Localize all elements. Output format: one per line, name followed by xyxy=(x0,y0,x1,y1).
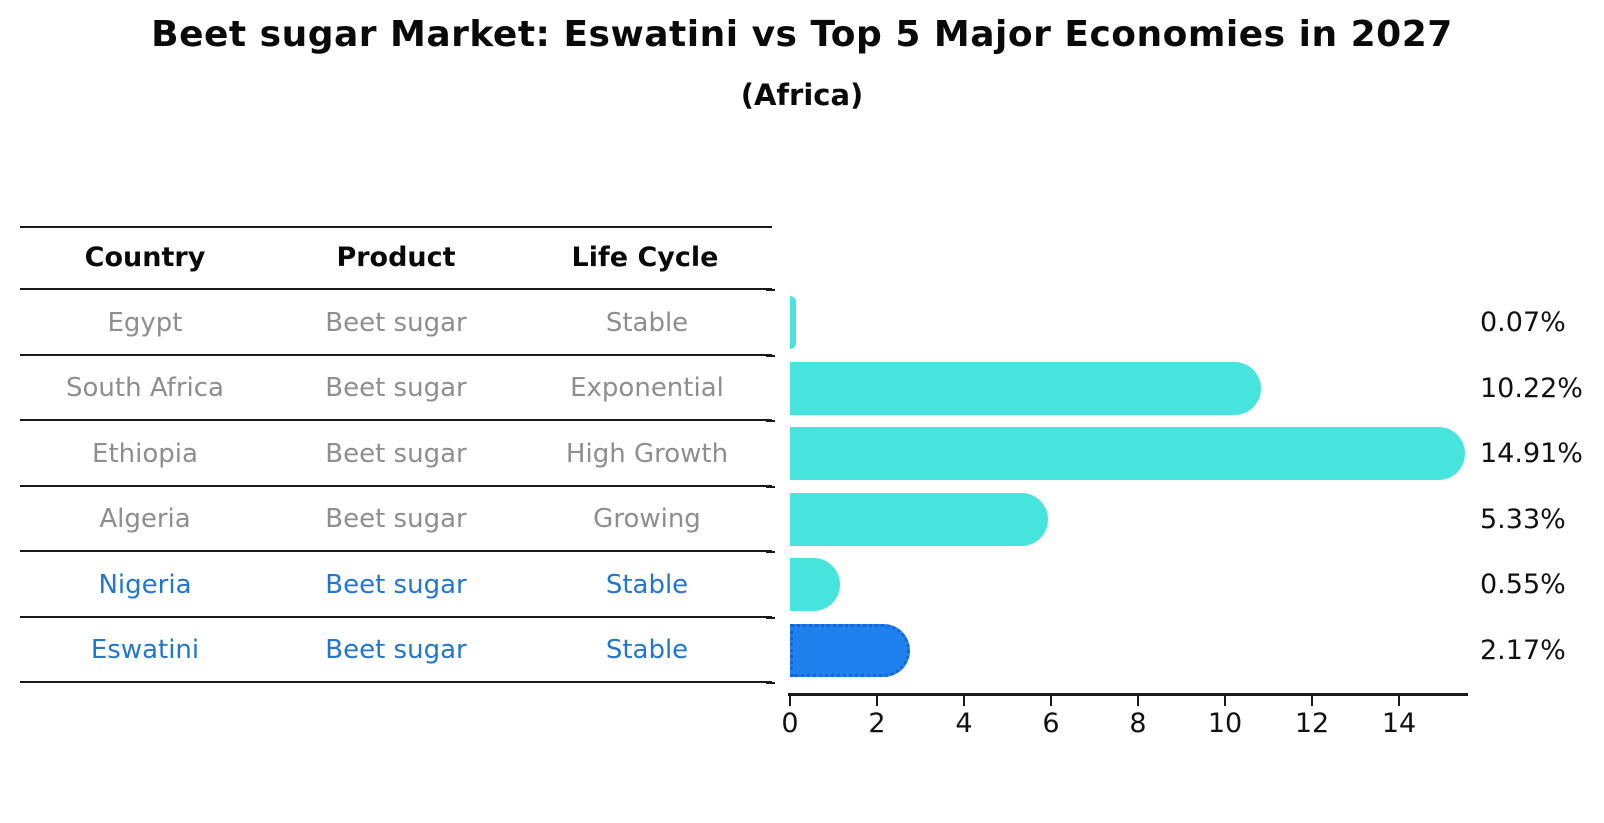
table-top-border xyxy=(20,226,772,228)
value-label-eswatini: 2.17% xyxy=(1480,634,1566,666)
bar-egypt xyxy=(790,296,797,349)
bar-eswatini xyxy=(790,623,911,677)
row-separator xyxy=(20,681,772,683)
column-header-life-cycle: Life Cycle xyxy=(571,242,719,273)
cell-product: Beet sugar xyxy=(325,504,467,535)
x-tick-label: 6 xyxy=(1042,708,1060,739)
row-separator xyxy=(20,484,772,487)
table-row-eswatini: Eswatini Beet sugar Stable xyxy=(20,618,772,684)
cell-product: Beet sugar xyxy=(325,569,467,600)
value-label-nigeria: 0.55% xyxy=(1480,569,1566,601)
x-tick-label: 2 xyxy=(868,708,886,739)
row-separator xyxy=(20,615,772,618)
x-axis-tick xyxy=(1137,696,1139,706)
cell-country: Ethiopia xyxy=(92,438,198,469)
chart-title: Beet sugar Market: Eswatini vs Top 5 Maj… xyxy=(151,14,1453,55)
x-tick-label: 4 xyxy=(955,708,973,739)
bar-algeria xyxy=(790,492,1048,546)
bar-ethiopia xyxy=(790,427,1465,480)
cell-country: Egypt xyxy=(107,307,183,338)
y-axis-tick xyxy=(766,682,775,684)
y-axis-tick xyxy=(766,485,775,488)
value-label-algeria: 5.33% xyxy=(1480,503,1566,535)
x-axis-tick xyxy=(1224,696,1226,706)
x-axis-tick xyxy=(789,696,791,706)
x-axis-tick xyxy=(963,696,965,706)
table-row-nigeria: Nigeria Beet sugar Stable xyxy=(20,552,772,618)
table-row-ethiopia: Ethiopia Beet sugar High Growth xyxy=(20,421,772,487)
cell-product: Beet sugar xyxy=(325,635,467,666)
y-axis-tick xyxy=(766,420,775,422)
x-tick-label: 12 xyxy=(1294,708,1330,739)
x-tick-label: 0 xyxy=(781,708,799,739)
value-label-ethiopia: 14.91% xyxy=(1480,438,1583,470)
column-header-product: Product xyxy=(336,242,456,273)
cell-life_cycle: Stable xyxy=(605,569,689,600)
table-row-south-africa: South Africa Beet sugar Exponential xyxy=(20,356,772,422)
y-axis-tick xyxy=(766,289,775,291)
cell-life_cycle: Exponential xyxy=(570,373,724,404)
cell-life_cycle: Stable xyxy=(605,635,689,666)
x-axis-tick xyxy=(1398,696,1400,706)
cell-country: Algeria xyxy=(99,504,191,535)
value-label-south-africa: 10.22% xyxy=(1480,372,1583,404)
table-row-algeria: Algeria Beet sugar Growing xyxy=(20,487,772,553)
cell-country: Nigeria xyxy=(98,569,192,600)
row-separator xyxy=(20,353,772,356)
x-axis-tick xyxy=(876,696,878,706)
bar-south-africa xyxy=(790,361,1261,415)
cell-life_cycle: High Growth xyxy=(565,438,729,469)
x-axis-tick xyxy=(1311,696,1313,706)
y-axis-tick xyxy=(766,551,775,553)
x-axis-tick xyxy=(1050,696,1052,706)
cell-product: Beet sugar xyxy=(325,373,467,404)
cell-country: South Africa xyxy=(66,373,224,404)
row-separator xyxy=(20,419,772,421)
bar-nigeria xyxy=(790,558,840,611)
x-tick-label: 10 xyxy=(1207,708,1243,739)
cell-product: Beet sugar xyxy=(325,438,467,469)
x-tick-label: 8 xyxy=(1129,708,1147,739)
x-tick-label: 14 xyxy=(1381,708,1417,739)
cell-life_cycle: Growing xyxy=(593,504,701,535)
column-header-country: Country xyxy=(84,242,206,273)
chart-subtitle: (Africa) xyxy=(740,78,864,112)
y-axis-tick xyxy=(766,354,775,357)
value-label-egypt: 0.07% xyxy=(1480,307,1566,339)
table-row-egypt: Egypt Beet sugar Stable xyxy=(20,290,772,356)
cell-country: Eswatini xyxy=(90,635,200,666)
x-axis-line xyxy=(788,693,1468,696)
table-header-separator xyxy=(20,288,772,290)
cell-life_cycle: Stable xyxy=(605,307,689,338)
cell-product: Beet sugar xyxy=(325,307,467,338)
row-separator xyxy=(20,550,772,552)
y-axis-tick xyxy=(766,616,775,619)
